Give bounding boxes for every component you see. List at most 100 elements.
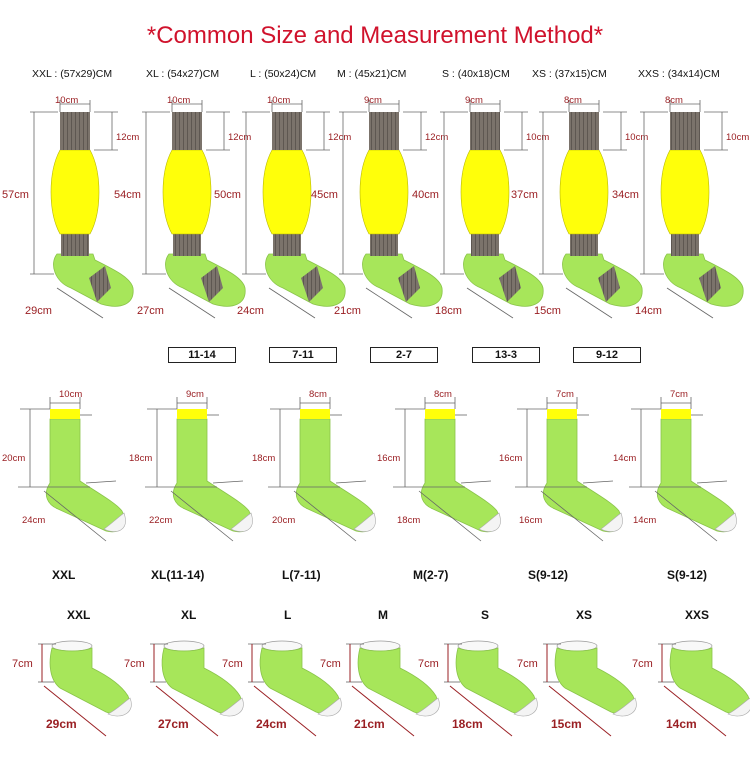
foot-line (565, 287, 613, 319)
sock-toe (230, 512, 253, 532)
foot-value: 29cm (46, 717, 77, 731)
sock-body (45, 418, 125, 533)
ankle-sock-l: 7cm 24cm (222, 640, 342, 737)
foot-value: 22cm (149, 515, 172, 526)
foot-value: 15cm (534, 305, 561, 317)
long-sock-xl: 10cm 12cm 54cm 27cm (114, 95, 251, 319)
sock-cuff (569, 112, 599, 150)
sock-body (259, 647, 340, 715)
foot-line (666, 287, 714, 319)
sock-patch (398, 266, 420, 302)
width-value: 7cm (670, 389, 688, 400)
sock-body (357, 647, 438, 715)
guide-line (582, 480, 614, 484)
foot-value: 29cm (25, 305, 52, 317)
length-value: 37cm (511, 189, 538, 201)
sock-patch (201, 266, 223, 302)
length-value: 40cm (412, 189, 439, 201)
foot-line (449, 685, 513, 737)
length-value: 20cm (2, 453, 25, 464)
sock-body (420, 418, 500, 533)
long-sock-diagrams: 10cm 12cm 57cm 29cm 10cm 12cm 54cm 27cm 10cm 12… (2, 95, 749, 319)
sock-toe (353, 512, 376, 532)
mid-sock-xxl: 10cm 20cm 24cm (2, 389, 126, 542)
sock-calf (262, 149, 312, 235)
long-sock-m: 9cm 12cm 45cm 21cm (311, 95, 448, 319)
sock-toe (317, 697, 342, 717)
height-value: 7cm (124, 658, 145, 670)
size-label: L(7-11) (282, 568, 321, 582)
size-header: S : (40x18)CM (442, 68, 510, 80)
guide-line (212, 480, 244, 484)
size-tile: 11-14 (168, 347, 236, 363)
sock-cuff (470, 112, 500, 150)
size-header: XL : (54x27)CM (146, 68, 220, 80)
ankle-sock-xxl: 7cm 29cm (12, 640, 132, 737)
sock-body (161, 647, 242, 715)
foot-value: 27cm (158, 717, 189, 731)
size-label: S(9-12) (667, 568, 708, 582)
sock-band (547, 409, 577, 419)
mid-sock-m: 8cm 16cm 18cm (377, 389, 501, 542)
sock-toe (513, 697, 538, 717)
sock-toe (600, 512, 623, 532)
foot-value: 21cm (354, 717, 385, 731)
sock-ankle-band (173, 234, 201, 256)
foot-value: 18cm (435, 305, 462, 317)
size-header: XXL : (57x29)CM (32, 68, 113, 80)
long-sock-xs: 8cm 10cm 37cm 15cm (511, 95, 648, 319)
guide-line (696, 480, 728, 484)
sock-band (425, 409, 455, 419)
sock-calf (460, 149, 510, 235)
length-value: 57cm (2, 189, 29, 201)
size-tile: 2-7 (370, 347, 438, 363)
foot-value: 24cm (237, 305, 264, 317)
foot-value: 21cm (334, 305, 361, 317)
width-value: 8cm (309, 389, 327, 400)
sock-ankle-band (370, 234, 398, 256)
size-tile: 7-11 (269, 347, 337, 363)
mid-sock-s: 7cm 16cm 16cm (499, 389, 623, 542)
size-tile: 13-3 (472, 347, 540, 363)
size-label: S(9-12) (528, 568, 569, 582)
size-label: L (284, 608, 292, 622)
sock-band (661, 409, 691, 419)
top-value: 10cm (726, 132, 749, 143)
foot-value: 24cm (256, 717, 287, 731)
width-value: 10cm (55, 95, 78, 106)
ankle-sock-xxs: 7cm 14cm (632, 640, 750, 737)
foot-value: 24cm (22, 515, 45, 526)
sock-ankle-band (273, 234, 301, 256)
sock-body (656, 418, 736, 533)
guide-line (460, 480, 492, 484)
sock-patch (301, 266, 323, 302)
sock-toe (714, 512, 737, 532)
sock-toe (478, 512, 501, 532)
page-title: *Common Size and Measurement Method* (146, 22, 604, 49)
length-value: 18cm (129, 453, 152, 464)
width-value: 9cm (364, 95, 382, 106)
sock-body (542, 418, 622, 533)
sock-toe (612, 697, 637, 717)
sock-band (177, 409, 207, 419)
sock-body (455, 647, 536, 715)
mid-sock-diagrams: 10cm 20cm 24cm 9cm 18cm 22cm 8cm 18cm 20cm 8cm… (2, 389, 737, 542)
sock-body (172, 418, 252, 533)
size-header: L : (50x24)CM (250, 68, 317, 80)
top-value: 10cm (625, 132, 648, 143)
foot-line (540, 490, 604, 542)
height-value: 7cm (12, 658, 33, 670)
top-value: 10cm (526, 132, 549, 143)
mid-sock-s-small: 7cm 14cm 14cm (613, 389, 737, 542)
width-value: 10cm (267, 95, 290, 106)
width-value: 8cm (564, 95, 582, 106)
length-value: 18cm (252, 453, 275, 464)
sock-cuff (670, 112, 700, 150)
sock-body (554, 647, 635, 715)
top-value: 12cm (228, 132, 251, 143)
top-value: 12cm (425, 132, 448, 143)
size-header: XS : (37x15)CM (532, 68, 607, 80)
size-label: XXS (685, 608, 710, 622)
sock-cuff (172, 112, 202, 150)
foot-line (351, 685, 415, 737)
